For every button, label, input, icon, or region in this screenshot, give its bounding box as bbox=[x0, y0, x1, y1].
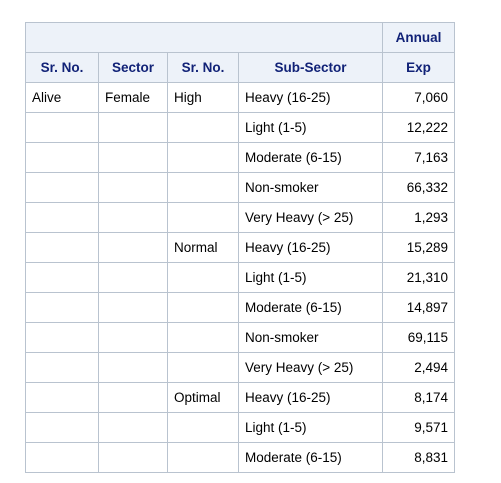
table-row: Moderate (6-15) 14,897 bbox=[25, 292, 455, 323]
cell-sub-sector: Very Heavy (> 25) bbox=[238, 352, 383, 383]
cell-sub-sector: Non-smoker bbox=[238, 172, 383, 203]
cell-exp: 14,897 bbox=[382, 292, 455, 323]
cell-sr-no: Alive bbox=[25, 82, 99, 113]
cell-sr-no-2 bbox=[167, 292, 239, 323]
cell-sector bbox=[98, 172, 168, 203]
cell-sub-sector: Light (1-5) bbox=[238, 262, 383, 293]
cell-sr-no-2 bbox=[167, 112, 239, 143]
cell-sr-no-2: High bbox=[167, 82, 239, 113]
cell-sr-no bbox=[25, 442, 99, 473]
table-row: Non-smoker 66,332 bbox=[25, 172, 455, 203]
cell-sector bbox=[98, 112, 168, 143]
cell-sr-no-2 bbox=[167, 142, 239, 173]
cell-sector bbox=[98, 412, 168, 443]
cell-exp: 1,293 bbox=[382, 202, 455, 233]
cell-sr-no bbox=[25, 142, 99, 173]
cell-exp: 7,060 bbox=[382, 82, 455, 113]
cell-sr-no bbox=[25, 262, 99, 293]
cell-sr-no bbox=[25, 232, 99, 263]
table-row: Very Heavy (> 25) 2,494 bbox=[25, 352, 455, 383]
cell-sector bbox=[98, 232, 168, 263]
cell-sub-sector: Heavy (16-25) bbox=[238, 82, 383, 113]
cell-sr-no-2 bbox=[167, 352, 239, 383]
cell-sub-sector: Light (1-5) bbox=[238, 412, 383, 443]
cell-sr-no-2: Normal bbox=[167, 232, 239, 263]
report-table-container: Annual Sr. No. Sector Sr. No. Sub-Sector… bbox=[25, 22, 455, 473]
cell-exp: 2,494 bbox=[382, 352, 455, 383]
table-row: Normal Heavy (16-25) 15,289 bbox=[25, 232, 455, 263]
cell-sub-sector: Moderate (6-15) bbox=[238, 292, 383, 323]
cell-exp: 9,571 bbox=[382, 412, 455, 443]
cell-exp: 66,332 bbox=[382, 172, 455, 203]
cell-sector bbox=[98, 262, 168, 293]
cell-exp: 8,174 bbox=[382, 382, 455, 413]
table-header: Annual Sr. No. Sector Sr. No. Sub-Sector… bbox=[25, 22, 455, 83]
cell-sub-sector: Moderate (6-15) bbox=[238, 442, 383, 473]
cell-sr-no bbox=[25, 112, 99, 143]
cell-sr-no-2 bbox=[167, 172, 239, 203]
cell-sr-no bbox=[25, 322, 99, 353]
cell-sr-no bbox=[25, 202, 99, 233]
cell-sr-no bbox=[25, 292, 99, 323]
table-body: Alive Female High Heavy (16-25) 7,060 Light (… bbox=[25, 82, 455, 473]
table-row: Optimal Heavy (16-25) 8,174 bbox=[25, 382, 455, 413]
cell-exp: 7,163 bbox=[382, 142, 455, 173]
column-header-exp: Exp bbox=[382, 52, 455, 83]
cell-exp: 12,222 bbox=[382, 112, 455, 143]
table-row: Non-smoker 69,115 bbox=[25, 322, 455, 353]
cell-sector bbox=[98, 442, 168, 473]
cell-exp: 21,310 bbox=[382, 262, 455, 293]
cell-exp: 69,115 bbox=[382, 322, 455, 353]
cell-sr-no-2 bbox=[167, 322, 239, 353]
cell-sector bbox=[98, 322, 168, 353]
table-row: Very Heavy (> 25) 1,293 bbox=[25, 202, 455, 233]
cell-sr-no bbox=[25, 172, 99, 203]
cell-exp: 15,289 bbox=[382, 232, 455, 263]
cell-sector bbox=[98, 202, 168, 233]
cell-sub-sector: Light (1-5) bbox=[238, 112, 383, 143]
table-row: Moderate (6-15) 7,163 bbox=[25, 142, 455, 173]
cell-sector bbox=[98, 352, 168, 383]
cell-sr-no bbox=[25, 382, 99, 413]
column-header-sector: Sector bbox=[98, 52, 168, 83]
table-row: Light (1-5) 9,571 bbox=[25, 412, 455, 443]
cell-sub-sector: Heavy (16-25) bbox=[238, 232, 383, 263]
cell-sr-no-2 bbox=[167, 202, 239, 233]
cell-sub-sector: Moderate (6-15) bbox=[238, 142, 383, 173]
column-header-sr-no: Sr. No. bbox=[25, 52, 99, 83]
cell-sub-sector: Heavy (16-25) bbox=[238, 382, 383, 413]
cell-exp: 8,831 bbox=[382, 442, 455, 473]
table-row: Moderate (6-15) 8,831 bbox=[25, 442, 455, 473]
header-row-columns: Sr. No. Sector Sr. No. Sub-Sector Exp bbox=[25, 52, 455, 83]
header-annual: Annual bbox=[382, 22, 455, 53]
column-header-sr-no-2: Sr. No. bbox=[167, 52, 239, 83]
cell-sr-no-2 bbox=[167, 262, 239, 293]
cell-sr-no-2 bbox=[167, 412, 239, 443]
cell-sr-no bbox=[25, 412, 99, 443]
header-spanning-blank-cell bbox=[25, 22, 383, 53]
table-row: Light (1-5) 21,310 bbox=[25, 262, 455, 293]
column-header-sub-sector: Sub-Sector bbox=[238, 52, 383, 83]
cell-sector bbox=[98, 292, 168, 323]
header-row-top: Annual bbox=[25, 22, 455, 53]
table-row: Alive Female High Heavy (16-25) 7,060 bbox=[25, 82, 455, 113]
cell-sr-no bbox=[25, 352, 99, 383]
cell-sub-sector: Very Heavy (> 25) bbox=[238, 202, 383, 233]
report-table: Annual Sr. No. Sector Sr. No. Sub-Sector… bbox=[25, 22, 455, 473]
cell-sector: Female bbox=[98, 82, 168, 113]
cell-sector bbox=[98, 142, 168, 173]
cell-sector bbox=[98, 382, 168, 413]
cell-sr-no-2: Optimal bbox=[167, 382, 239, 413]
table-row: Light (1-5) 12,222 bbox=[25, 112, 455, 143]
cell-sub-sector: Non-smoker bbox=[238, 322, 383, 353]
cell-sr-no-2 bbox=[167, 442, 239, 473]
